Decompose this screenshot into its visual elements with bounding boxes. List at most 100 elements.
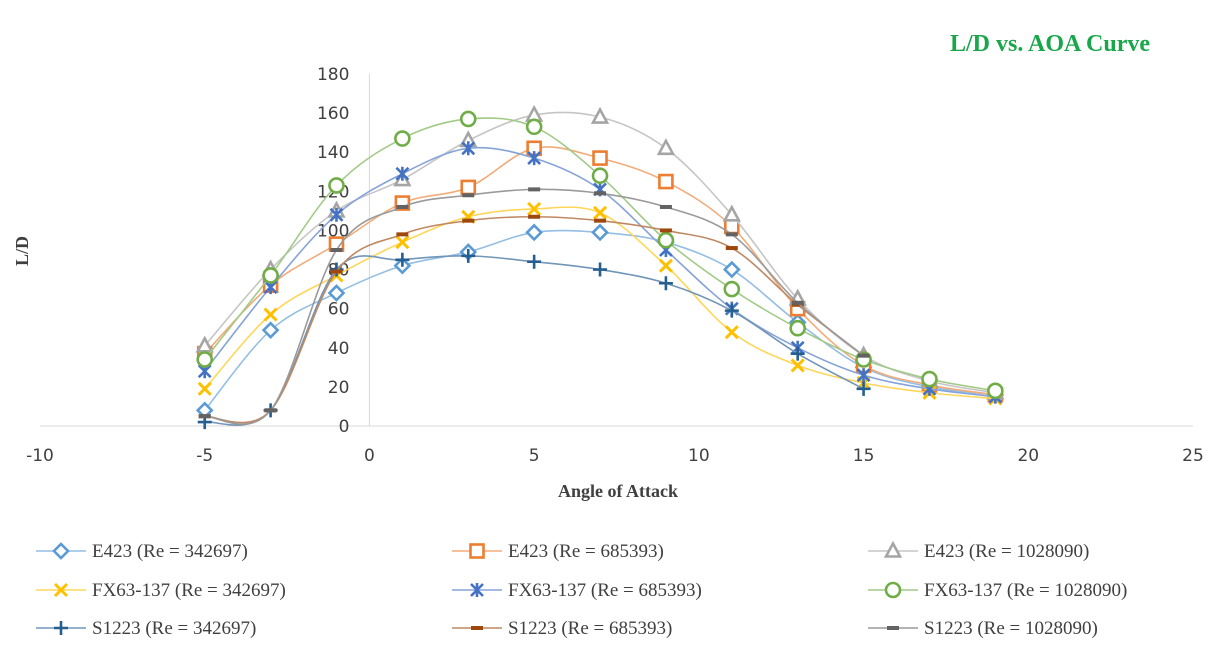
data-point: [594, 191, 607, 196]
data-point: [921, 370, 938, 388]
data-point: [658, 173, 674, 190]
legend-item: S1223 (Re = 685393): [452, 618, 672, 639]
legend-marker: [883, 540, 903, 558]
legend-marker: [471, 626, 483, 630]
legend-marker: [52, 542, 70, 560]
data-point: [590, 106, 610, 124]
data-point: [659, 204, 672, 209]
data-point: [328, 177, 345, 194]
data-point: [527, 254, 542, 269]
data-point: [987, 382, 1004, 400]
y-axis-title: L/D: [12, 236, 32, 266]
legend-item: FX63-137 (Re = 342697): [36, 580, 286, 601]
legend-label: S1223 (Re = 342697): [92, 618, 256, 639]
legend-item: FX63-137 (Re = 685393): [452, 580, 702, 601]
data-point: [659, 228, 672, 233]
x-axis-title: Angle of Attack: [558, 481, 678, 501]
data-point: [722, 204, 741, 222]
legend-item: FX63-137 (Re = 1028090): [868, 580, 1127, 601]
legend-label: E423 (Re = 342697): [92, 541, 248, 562]
plot-area: [195, 104, 1005, 430]
x-tick-label: 0: [364, 446, 375, 466]
legend: E423 (Re = 342697) E423 (Re = 685393) E423…: [36, 540, 1127, 639]
data-point: [657, 231, 675, 249]
data-point: [856, 381, 871, 396]
legend-item: S1223 (Re = 342697): [36, 618, 256, 639]
data-point: [462, 193, 475, 198]
x-tick-label: 15: [853, 446, 875, 466]
data-point: [528, 187, 541, 192]
data-point: [725, 232, 738, 237]
data-point: [593, 262, 608, 277]
legend-marker: [470, 583, 484, 597]
data-point: [196, 351, 214, 368]
data-point: [330, 269, 343, 274]
data-point: [395, 166, 410, 181]
data-point: [330, 248, 343, 252]
legend-marker: [54, 621, 68, 635]
data-point: [395, 235, 410, 250]
data-point: [263, 307, 278, 322]
data-point: [591, 167, 609, 184]
data-point: [857, 353, 870, 358]
legend-label: S1223 (Re = 685393): [508, 618, 672, 639]
y-tick-label: 180: [317, 65, 349, 85]
data-point: [525, 223, 543, 242]
data-point: [658, 258, 673, 273]
data-point: [460, 179, 477, 196]
series-line: [204, 229, 996, 411]
data-point: [525, 118, 543, 136]
legend-marker: [469, 543, 485, 559]
x-tick-label: 10: [688, 446, 710, 466]
data-point: [723, 280, 741, 298]
data-point: [658, 276, 673, 291]
y-tick-label: 160: [317, 104, 349, 124]
legend-marker: [887, 626, 899, 630]
series-line: [204, 255, 864, 426]
data-point: [790, 346, 805, 361]
y-tick-label: 140: [317, 143, 349, 163]
legend-label: FX63-137 (Re = 342697): [92, 580, 286, 601]
data-point: [791, 300, 804, 305]
data-point: [592, 150, 608, 166]
data-point: [789, 319, 806, 337]
data-point: [461, 141, 476, 156]
data-point: [591, 223, 609, 242]
y-tick-label: 40: [328, 339, 350, 359]
legend-item: E423 (Re = 685393): [452, 541, 664, 562]
data-point: [724, 303, 739, 318]
data-point: [462, 218, 475, 223]
legend-item: S1223 (Re = 1028090): [868, 618, 1098, 639]
y-tick-label: 60: [328, 300, 350, 320]
series-9: [198, 187, 870, 425]
data-point: [856, 368, 871, 383]
data-point: [261, 321, 280, 340]
data-point: [592, 205, 608, 220]
series-7: [197, 248, 871, 430]
data-point: [656, 138, 676, 156]
x-tick-label: 25: [1182, 446, 1204, 466]
series-8: [198, 214, 870, 424]
legend-item: E423 (Re = 1028090): [868, 540, 1089, 562]
series-line: [204, 188, 865, 425]
legend-marker: [53, 582, 69, 598]
data-point: [264, 408, 277, 413]
data-point: [790, 358, 805, 373]
y-tick-label: 20: [328, 378, 350, 398]
x-tick-label: -5: [196, 446, 213, 466]
data-point: [262, 267, 279, 284]
x-tick-label: 5: [529, 446, 540, 466]
data-point: [394, 130, 411, 147]
data-point: [594, 218, 607, 223]
legend-label: S1223 (Re = 1028090): [924, 618, 1098, 639]
x-tick-label: -10: [26, 446, 54, 466]
legend-item: E423 (Re = 342697): [36, 541, 248, 562]
legend-marker: [884, 581, 902, 599]
legend-label: E423 (Re = 1028090): [924, 541, 1089, 562]
y-tick-label: 0: [339, 417, 350, 437]
series-6: [196, 110, 1004, 400]
data-point: [722, 260, 741, 279]
legend-label: FX63-137 (Re = 1028090): [924, 580, 1127, 601]
